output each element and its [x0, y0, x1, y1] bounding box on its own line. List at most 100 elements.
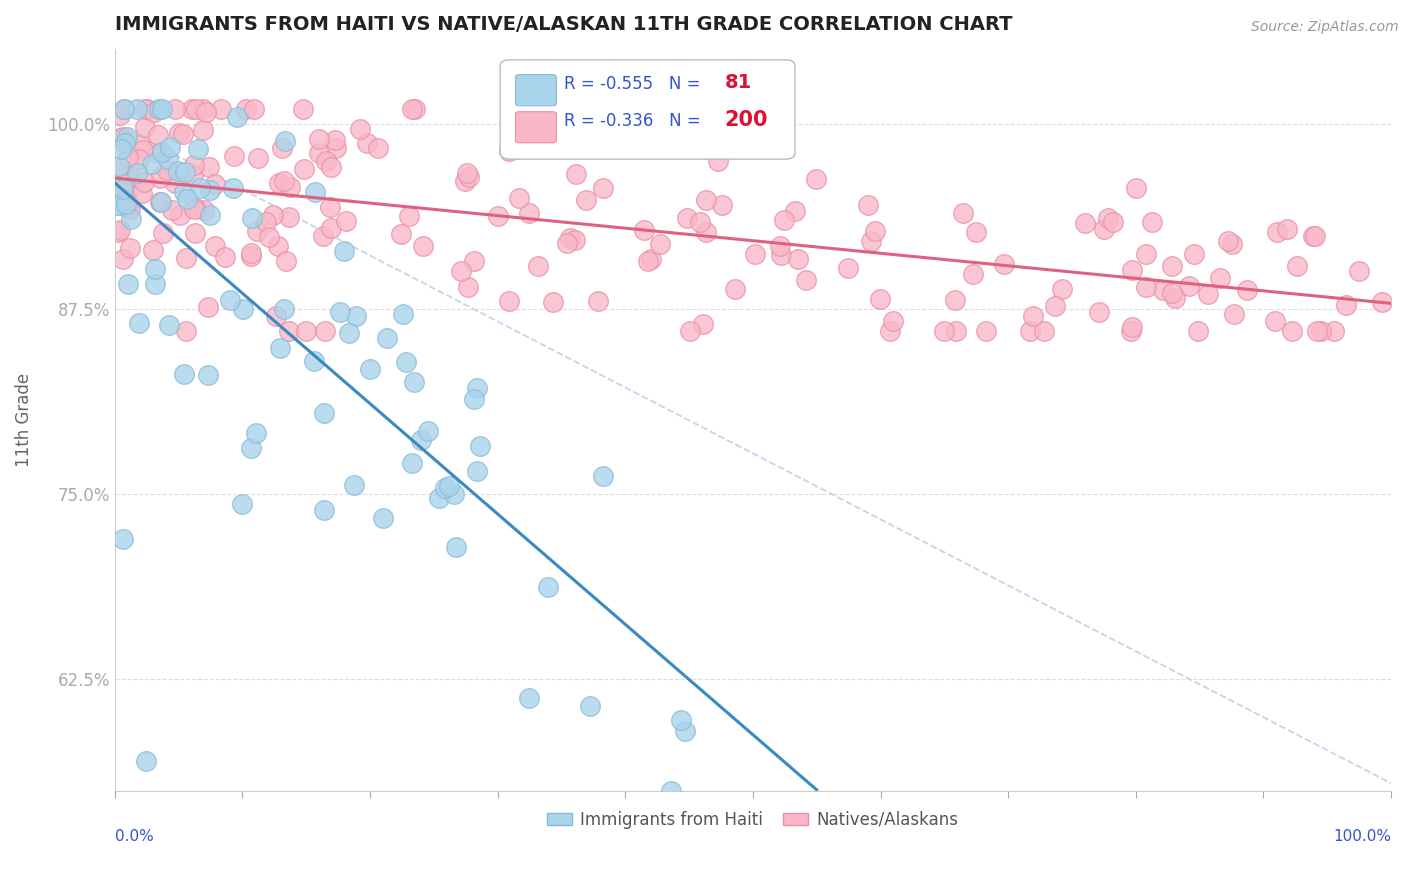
- Point: [856, 198, 879, 212]
- Point: [110, 142, 132, 156]
- Point: [115, 197, 138, 211]
- Point: [450, 264, 472, 278]
- Point: [468, 439, 491, 453]
- Point: [1371, 295, 1393, 310]
- Text: Source: ZipAtlas.com: Source: ZipAtlas.com: [1251, 20, 1399, 34]
- Point: [114, 193, 136, 207]
- Point: [110, 131, 132, 145]
- Point: [167, 126, 190, 140]
- Point: [1033, 324, 1056, 338]
- Point: [150, 145, 173, 159]
- Point: [337, 326, 360, 341]
- Point: [156, 152, 179, 166]
- Point: [243, 102, 266, 116]
- Point: [267, 238, 290, 252]
- Point: [222, 181, 245, 195]
- Point: [246, 151, 269, 165]
- Point: [117, 200, 139, 214]
- Point: [427, 491, 450, 505]
- Point: [1277, 222, 1299, 236]
- Point: [1092, 221, 1115, 235]
- Point: [319, 221, 342, 235]
- Point: [1182, 247, 1205, 261]
- Point: [114, 190, 136, 204]
- Point: [648, 237, 671, 252]
- Point: [112, 252, 135, 266]
- Point: [965, 225, 987, 239]
- Point: [134, 176, 156, 190]
- Point: [183, 226, 205, 240]
- Point: [401, 102, 423, 116]
- Point: [111, 182, 134, 196]
- Point: [149, 194, 172, 209]
- Point: [273, 174, 295, 188]
- Point: [226, 111, 249, 125]
- Point: [308, 132, 330, 146]
- Point: [118, 202, 141, 216]
- Point: [214, 250, 236, 264]
- Point: [1220, 236, 1243, 251]
- Point: [184, 201, 207, 215]
- Point: [262, 208, 284, 222]
- Point: [181, 168, 204, 182]
- FancyBboxPatch shape: [501, 60, 794, 159]
- Point: [1121, 319, 1143, 334]
- Point: [1218, 235, 1240, 249]
- Point: [191, 102, 214, 116]
- Point: [112, 177, 135, 191]
- Point: [120, 212, 142, 227]
- Point: [246, 224, 269, 238]
- Point: [344, 309, 367, 323]
- Point: [174, 324, 197, 338]
- Point: [254, 215, 277, 229]
- Point: [689, 214, 711, 228]
- Point: [1187, 324, 1209, 338]
- Point: [117, 277, 139, 292]
- Point: [555, 235, 578, 250]
- Point: [586, 294, 609, 309]
- Point: [517, 206, 540, 220]
- Point: [640, 252, 662, 267]
- Point: [245, 425, 267, 440]
- Point: [134, 120, 156, 134]
- Point: [174, 251, 197, 265]
- Point: [498, 145, 520, 159]
- Point: [392, 307, 415, 321]
- Point: [193, 202, 215, 217]
- Point: [224, 149, 246, 163]
- Point: [181, 102, 204, 116]
- Point: [945, 324, 967, 338]
- Point: [412, 239, 434, 253]
- Point: [318, 200, 340, 214]
- Point: [592, 468, 614, 483]
- Point: [160, 203, 183, 218]
- Point: [659, 783, 682, 797]
- Point: [112, 102, 135, 116]
- Point: [1135, 247, 1157, 261]
- Point: [976, 324, 998, 338]
- Point: [267, 176, 290, 190]
- Point: [359, 362, 381, 376]
- Point: [457, 279, 479, 293]
- Point: [131, 186, 153, 200]
- Point: [325, 133, 347, 147]
- Point: [456, 166, 478, 180]
- Point: [128, 316, 150, 330]
- Point: [786, 252, 808, 266]
- Point: [695, 194, 717, 208]
- Point: [118, 196, 141, 211]
- Point: [463, 392, 485, 407]
- Point: [508, 191, 530, 205]
- Point: [264, 309, 287, 323]
- Point: [770, 248, 793, 262]
- Point: [136, 102, 159, 116]
- Point: [108, 162, 131, 177]
- Point: [433, 481, 456, 495]
- Point: [710, 198, 733, 212]
- Point: [148, 145, 170, 160]
- Point: [108, 108, 131, 122]
- Point: [117, 149, 139, 163]
- Point: [308, 146, 330, 161]
- Point: [564, 233, 586, 247]
- Point: [325, 141, 347, 155]
